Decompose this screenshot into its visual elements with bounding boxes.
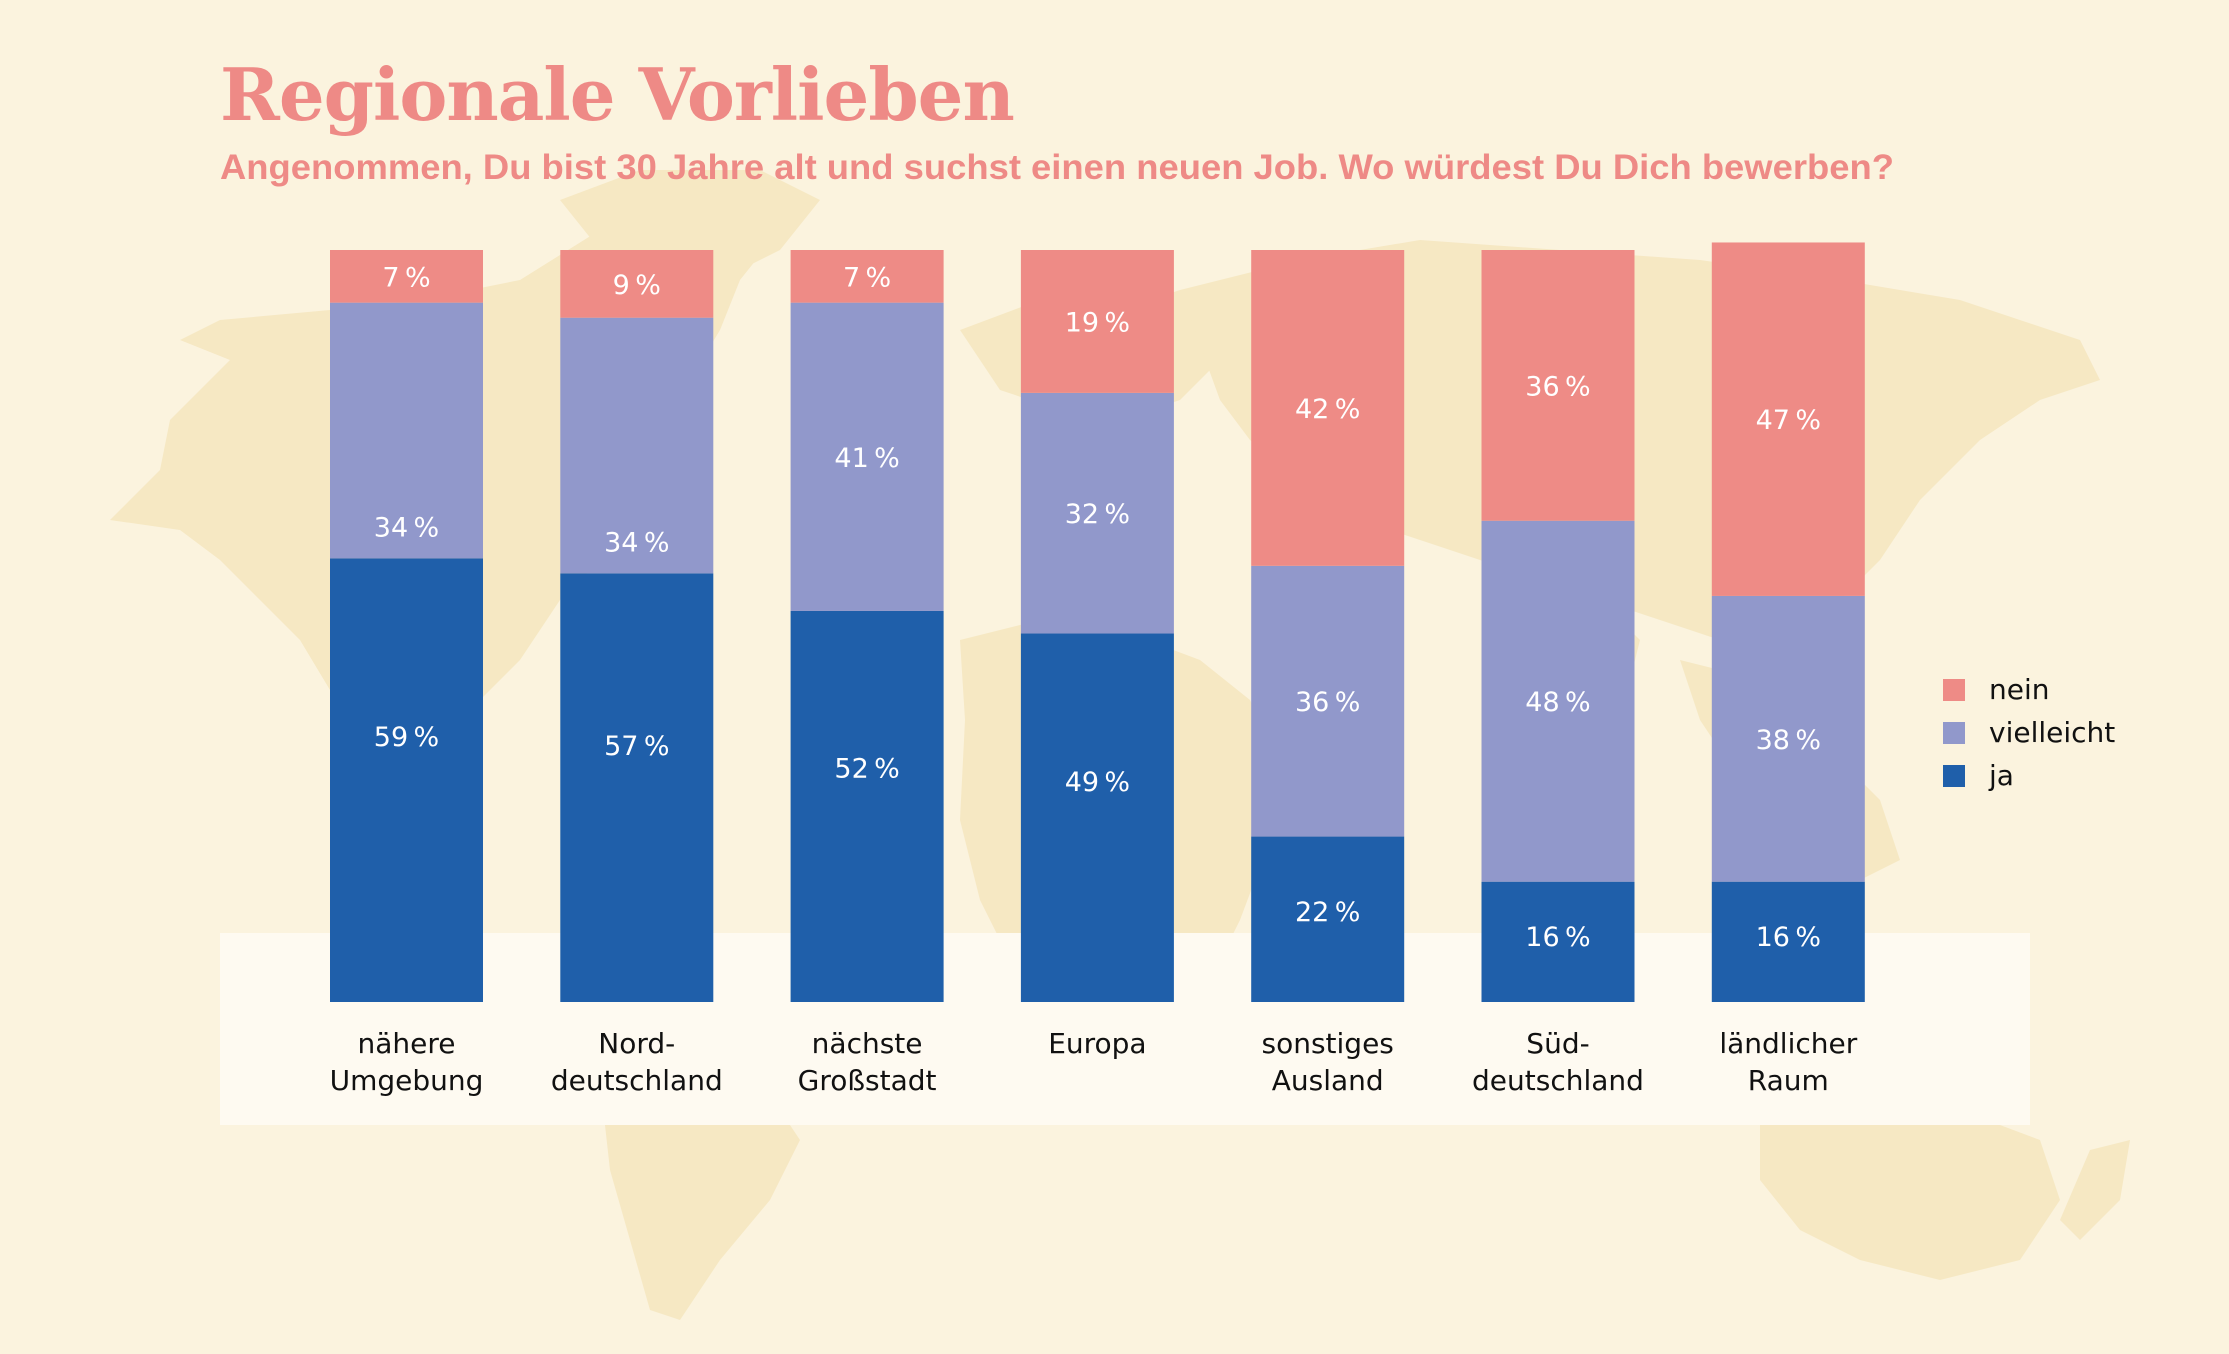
bar-segment-nein-sonstiges-ausland [1251,250,1405,566]
data-label-vielleicht-nähere-umgebung: 34 % [374,512,439,543]
bar-segment-nein-nord-deutschland [560,250,714,318]
data-label-vielleicht-ländlicher-raum: 38 % [1756,725,1821,756]
chart-title: Regionale Vorlieben [220,52,1015,137]
bar-segment-nein-nähere-umgebung [330,250,483,303]
bar-segment-vielleicht-nord-deutschland [560,317,714,574]
map-south-america [600,1060,800,1320]
bar-segment-ja-süd-deutschland [1481,881,1635,1002]
legend-item-nein: nein [1943,668,2115,711]
data-label-vielleicht-nächste-großstadt: 41 % [834,443,899,474]
legend: nein vielleicht ja [1943,668,2115,797]
data-label-nein-ländlicher-raum: 47 % [1756,405,1821,436]
data-label-nein-europa: 19 % [1065,307,1130,338]
bar-segment-vielleicht-sonstiges-ausland [1251,565,1405,837]
legend-label-ja: ja [1989,759,2014,792]
legend-label-nein: nein [1989,673,2050,706]
bar-segment-nein-ländlicher-raum [1711,242,1865,596]
data-label-vielleicht-süd-deutschland: 48 % [1525,687,1590,718]
legend-item-vielleicht: vielleicht [1943,711,2115,754]
bar-segment-nein-süd-deutschland [1481,250,1635,521]
bar-segment-ja-europa [1020,633,1174,1002]
data-label-ja-nächste-großstadt: 52 % [834,753,899,784]
legend-swatch-nein [1943,678,1965,701]
bar-segment-ja-nähere-umgebung [330,558,483,1002]
category-label-sonstiges-ausland: sonstiges [1261,1027,1393,1060]
legend-item-ja: ja [1943,754,2115,797]
data-label-ja-ländlicher-raum: 16 % [1756,922,1821,953]
data-label-ja-europa: 49 % [1065,767,1130,798]
data-label-ja-sonstiges-ausland: 22 % [1295,897,1360,928]
category-label-nächste-großstadt: nächste [812,1027,923,1060]
data-label-nein-nächste-großstadt: 7 % [843,262,891,293]
bar-segment-vielleicht-nähere-umgebung [330,302,483,559]
bar-segment-ja-ländlicher-raum [1711,881,1865,1002]
category-label-nord-deutschland: Nord- [598,1027,675,1060]
data-label-vielleicht-nord-deutschland: 34 % [604,527,669,558]
category-label-süd-deutschland: deutschland [1472,1064,1644,1097]
legend-label-vielleicht: vielleicht [1989,716,2116,749]
data-label-nein-süd-deutschland: 36 % [1525,371,1590,402]
legend-swatch-ja [1943,764,1965,787]
category-label-süd-deutschland: Süd- [1526,1027,1589,1060]
bar-segment-ja-nord-deutschland [560,573,714,1002]
data-label-ja-süd-deutschland: 16 % [1525,922,1590,953]
bars-group [330,242,1865,1002]
category-label-ländlicher-raum: ländlicher [1719,1027,1857,1060]
category-label-nähere-umgebung: nähere [358,1027,456,1060]
map-australia [1760,1100,2060,1280]
bar-segment-nein-nächste-großstadt [790,250,944,303]
category-label-nähere-umgebung: Umgebung [330,1064,484,1097]
category-label-europa: Europa [1048,1027,1146,1060]
bar-segment-vielleicht-europa [1020,392,1174,634]
bar-segment-vielleicht-ländlicher-raum [1711,595,1865,882]
chart-subtitle: Angenommen, Du bist 30 Jahre alt und suc… [220,148,1894,187]
bar-segment-ja-sonstiges-ausland [1251,836,1405,1002]
data-label-vielleicht-sonstiges-ausland: 36 % [1295,687,1360,718]
map-new-zealand [2060,1140,2130,1240]
category-label-sonstiges-ausland: Ausland [1272,1064,1384,1097]
data-label-ja-nähere-umgebung: 59 % [374,722,439,753]
category-labels-group: nähere Umgebung Nord-deutschland nächste Gro… [330,1027,1858,1097]
category-label-nord-deutschland: deutschland [551,1064,723,1097]
data-label-vielleicht-europa: 32 % [1065,499,1130,530]
data-label-nein-nähere-umgebung: 7 % [382,262,430,293]
bar-segment-nein-europa [1020,250,1174,393]
data-label-nein-nord-deutschland: 9 % [613,270,661,301]
bar-segment-vielleicht-nächste-großstadt [790,302,944,611]
category-label-nächste-großstadt: Großstadt [798,1064,937,1097]
legend-swatch-vielleicht [1943,721,1965,744]
segment-labels-group: 59 % 34 % 7 % 57 % 34 % 9 % 52 % 41 % 7 % 49 % 32 … [374,262,1821,953]
map-asia [1180,240,2100,640]
data-label-ja-nord-deutschland: 57 % [604,731,669,762]
category-label-ländlicher-raum: Raum [1748,1064,1829,1097]
bar-segment-vielleicht-süd-deutschland [1481,520,1635,882]
bar-segment-ja-nächste-großstadt [790,610,944,1002]
data-label-nein-sonstiges-ausland: 42 % [1295,394,1360,425]
